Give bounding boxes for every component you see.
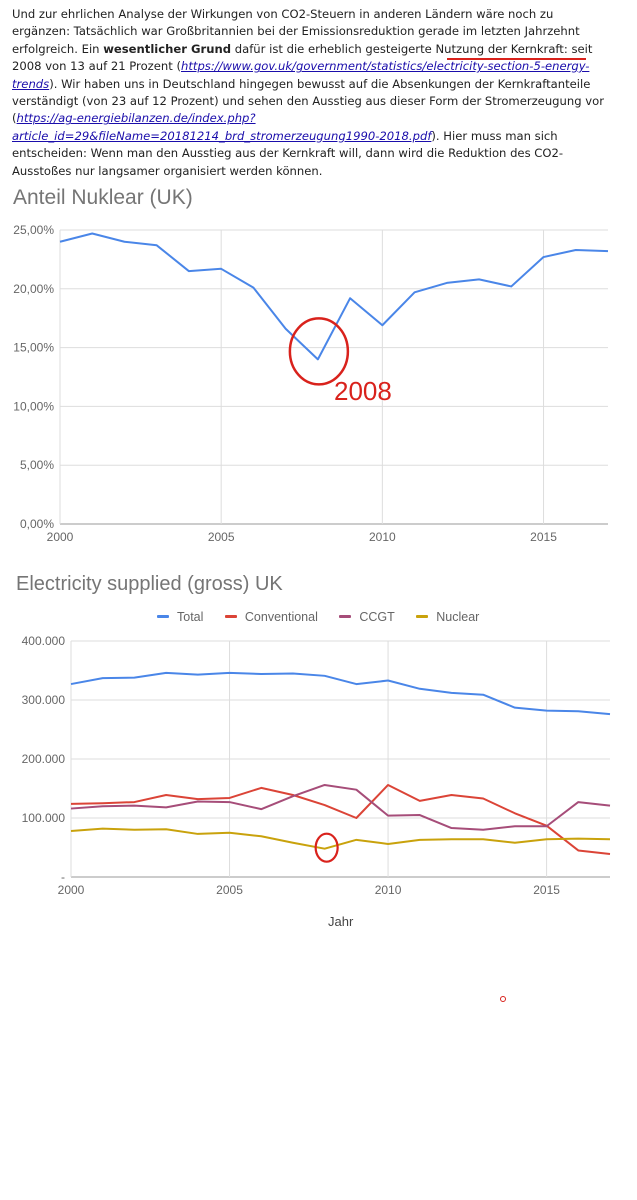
chart1-nuclear-share: 0,00% 5,00% 10,00% 15,00% 20,00% 25,00% 2000 20… — [13, 223, 609, 544]
article-text-part: Und zur ehrlichen Analyse der Wirkungen … — [12, 7, 580, 56]
chart2-y-tick-label: - — [61, 870, 65, 884]
article-text: Und zur ehrlichen Analyse der Wirkungen … — [12, 6, 612, 180]
chart1-x-tick-label: 2005 — [208, 530, 235, 544]
annotation-circle-2008 — [288, 317, 350, 386]
article-text-part: ). Wir haben uns in Deutschland hingegen… — [12, 76, 604, 126]
article-text-part: ). Hier muss man sich entscheiden: Wenn … — [12, 128, 564, 178]
legend-swatch-conventional — [224, 615, 237, 618]
chart2-y-tick-label: 400.000 — [22, 634, 66, 648]
legend-item-conventional: Conventional — [224, 609, 318, 624]
chart2-y-tick-label: 300.000 — [22, 693, 66, 707]
annotation-2008-label: 2008 — [334, 376, 392, 406]
chart2-legend: Total Conventional CCGT Nuclear — [157, 607, 497, 624]
chart2-x-tick-label: 2000 — [58, 883, 85, 897]
chart1-x-tick-label: 2000 — [47, 530, 74, 544]
chart1-x-tick-label: 2010 — [369, 530, 396, 544]
red-dot-mark — [500, 996, 506, 1002]
chart1-y-tick-label: 25,00% — [13, 223, 54, 237]
chart2-x-tick-label: 2010 — [375, 883, 402, 897]
chart2-x-tick-label: 2005 — [216, 883, 243, 897]
bold-phrase: wesentlicher Grund — [103, 41, 232, 56]
legend-swatch-nuclear — [416, 615, 429, 618]
chart2-series-line-nuclear — [70, 827, 611, 850]
chart2-x-tick-label: 2015 — [533, 883, 560, 897]
chart2-series-line-conventional — [70, 783, 611, 855]
highlight-phrase: 2008 von 13 auf 21 Prozent — [12, 59, 173, 74]
legend-item-ccgt: CCGT — [339, 609, 395, 624]
legend-label: Total — [177, 609, 204, 624]
article-text-part: ( — [172, 59, 181, 74]
legend-item-nuclear: Nuclear — [416, 610, 479, 624]
chart1-x-tick-label: 2015 — [530, 530, 557, 544]
article-text-part: dafür ist die erheblich gesteigerte Nutz… — [231, 41, 593, 56]
legend-label: CCGT — [359, 609, 395, 624]
red-underline-annotation — [447, 58, 586, 60]
chart1-y-tick-label: 20,00% — [13, 282, 54, 296]
legend-item-total: Total — [157, 610, 203, 624]
legend-label: Conventional — [244, 609, 318, 624]
chart2-y-tick-label: 200.000 — [22, 752, 66, 766]
chart1-y-tick-label: 10,00% — [13, 399, 54, 413]
chart1-series-line — [59, 232, 609, 361]
chart2-series-line-total — [70, 671, 611, 716]
legend-label: Nuclear — [436, 609, 480, 624]
chart2-series-line-ccgt — [70, 783, 611, 831]
chart2-x-axis-title: Jahr — [328, 914, 354, 929]
source-link-gov-uk[interactable]: https://www.gov.uk/government/statistics… — [12, 59, 590, 91]
chart1-y-tick-label: 15,00% — [13, 341, 54, 355]
legend-swatch-ccgt — [339, 615, 352, 618]
chart1-y-tick-label: 0,00% — [20, 517, 54, 531]
annotation-circle-nuclear-2008 — [314, 832, 339, 863]
chart2-title: Electricity supplied (gross) UK — [16, 573, 283, 595]
chart1-title: Anteil Nuklear (UK) — [13, 186, 193, 209]
source-link-ag-energiebilanzen[interactable]: https://ag-energiebilanzen.de/index.php?… — [12, 111, 432, 143]
chart2-y-tick-label: 100.000 — [22, 811, 66, 825]
chart1-y-tick-label: 5,00% — [20, 458, 54, 472]
legend-swatch-total — [157, 615, 169, 618]
